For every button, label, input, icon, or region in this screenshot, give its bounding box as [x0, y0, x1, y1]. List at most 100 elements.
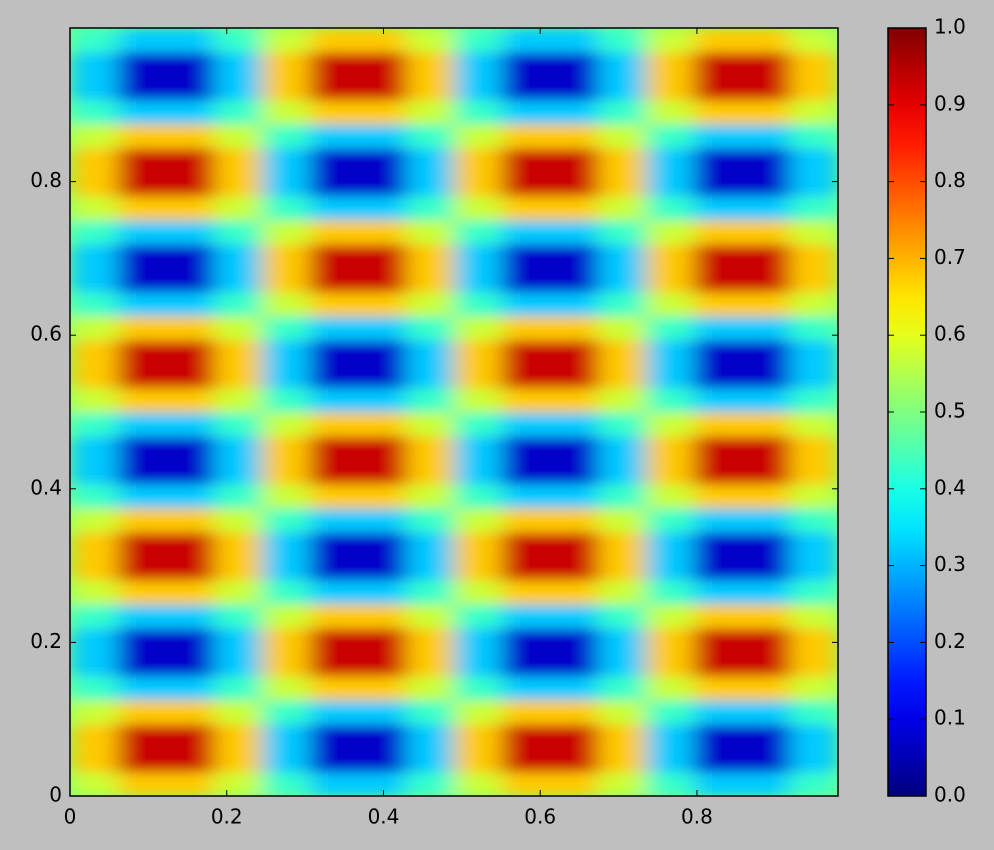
heatmap-cell — [454, 652, 503, 677]
heatmap-cell — [70, 508, 119, 533]
colorbar-tick-label: 0.6 — [934, 322, 966, 346]
heatmap-cell — [646, 748, 695, 773]
heatmap-cell — [646, 364, 695, 389]
heatmap-cell — [262, 100, 311, 125]
heatmap-cell — [454, 76, 503, 101]
heatmap-cell — [310, 244, 359, 269]
heatmap-cell — [166, 388, 215, 413]
heatmap-cell — [598, 124, 647, 149]
heatmap-cell — [310, 508, 359, 533]
heatmap-cell — [358, 268, 407, 293]
heatmap-cell — [358, 52, 407, 77]
colorbar-tick-label: 0.5 — [934, 399, 966, 423]
heatmap-cell — [694, 460, 743, 485]
heatmap-cell — [742, 580, 791, 605]
heatmap-cell — [550, 172, 599, 197]
heatmap-cell — [742, 172, 791, 197]
heatmap-cell — [262, 460, 311, 485]
heatmap-cell — [646, 124, 695, 149]
heatmap-cell — [742, 772, 791, 796]
heatmap-cell — [166, 772, 215, 796]
heatmap-cell — [502, 340, 551, 365]
heatmap-cell — [646, 724, 695, 749]
colorbar-tick-label: 0.4 — [934, 475, 966, 499]
heatmap-cell — [694, 220, 743, 245]
heatmap-cell — [406, 292, 455, 317]
y-tick-label: 0.8 — [30, 168, 62, 192]
heatmap-cell — [406, 100, 455, 125]
heatmap-cell — [742, 652, 791, 677]
heatmap-cell — [358, 580, 407, 605]
heatmap-cell — [406, 484, 455, 509]
heatmap-cell — [502, 124, 551, 149]
heatmap-cell — [694, 412, 743, 437]
heatmap-cell — [790, 268, 838, 293]
heatmap-cell — [166, 748, 215, 773]
heatmap-cell — [598, 628, 647, 653]
heatmap-cell — [262, 172, 311, 197]
heatmap-cell — [502, 268, 551, 293]
heatmap-cell — [166, 244, 215, 269]
heatmap-cell — [262, 388, 311, 413]
heatmap-cell — [550, 268, 599, 293]
heatmap-cell — [262, 220, 311, 245]
heatmap-cell — [166, 268, 215, 293]
x-tick-label: 0.8 — [681, 805, 713, 829]
heatmap-cell — [502, 700, 551, 725]
heatmap-cell — [454, 460, 503, 485]
heatmap-cell — [166, 532, 215, 557]
heatmap-cell — [598, 172, 647, 197]
heatmap-cell — [742, 244, 791, 269]
heatmap-cell — [742, 316, 791, 341]
heatmap — [70, 28, 838, 796]
heatmap-cell — [454, 724, 503, 749]
heatmap-cell — [646, 484, 695, 509]
heatmap-cell — [790, 292, 838, 317]
heatmap-cell — [310, 556, 359, 581]
heatmap-cell — [550, 508, 599, 533]
heatmap-cell — [310, 364, 359, 389]
heatmap-cell — [454, 772, 503, 796]
heatmap-cell — [310, 484, 359, 509]
heatmap-cell — [454, 508, 503, 533]
heatmap-cell — [502, 28, 551, 53]
heatmap-cell — [310, 388, 359, 413]
heatmap-cell — [454, 124, 503, 149]
heatmap-cell — [262, 412, 311, 437]
heatmap-cell — [118, 412, 167, 437]
heatmap-cell — [598, 700, 647, 725]
heatmap-cell — [598, 748, 647, 773]
heatmap-cell — [358, 292, 407, 317]
heatmap-cell — [310, 580, 359, 605]
heatmap-cell — [406, 652, 455, 677]
heatmap-cell — [118, 196, 167, 221]
heatmap-cell — [70, 412, 119, 437]
heatmap-cell — [262, 244, 311, 269]
heatmap-cell — [358, 436, 407, 461]
heatmap-cell — [166, 100, 215, 125]
y-tick-label: 0.6 — [30, 322, 62, 346]
heatmap-cell — [694, 316, 743, 341]
heatmap-cell — [406, 412, 455, 437]
heatmap-cell — [118, 724, 167, 749]
heatmap-cell — [454, 196, 503, 221]
heatmap-cell — [70, 748, 119, 773]
heatmap-cell — [790, 460, 838, 485]
heatmap-cell — [742, 724, 791, 749]
heatmap-cell — [262, 436, 311, 461]
heatmap-cell — [406, 556, 455, 581]
heatmap-cell — [502, 316, 551, 341]
heatmap-cell — [598, 772, 647, 796]
heatmap-cell — [598, 28, 647, 53]
heatmap-cell — [454, 340, 503, 365]
heatmap-cell — [742, 28, 791, 53]
heatmap-cell — [598, 652, 647, 677]
heatmap-cell — [70, 76, 119, 101]
heatmap-cell — [214, 412, 263, 437]
heatmap-cell — [262, 52, 311, 77]
heatmap-cell — [406, 388, 455, 413]
heatmap-cell — [646, 148, 695, 173]
heatmap-cell — [646, 556, 695, 581]
heatmap-cell — [70, 484, 119, 509]
heatmap-cell — [118, 124, 167, 149]
